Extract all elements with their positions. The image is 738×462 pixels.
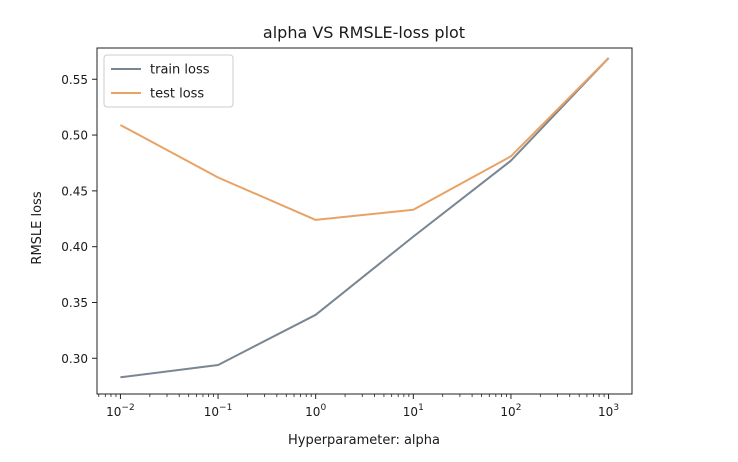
y-tick-label: 0.40	[61, 240, 88, 254]
x-axis-ticks: 10−2 10−1 100 101 102 103	[98, 394, 619, 419]
series-line-test-loss	[119, 57, 610, 221]
x-tick-label: 100	[305, 403, 326, 419]
y-tick-label: 0.55	[61, 73, 88, 87]
legend-entry: test loss	[150, 87, 204, 102]
x-tick-label: 102	[500, 403, 521, 419]
x-axis-label: Hyperparameter: alpha	[288, 433, 440, 448]
x-tick-label: 101	[403, 403, 424, 419]
y-axis-label: RMSLE loss	[30, 191, 45, 264]
y-axis-ticks: 0.30 0.35 0.40 0.45 0.50 0.55	[61, 73, 97, 366]
legend-entry: train loss	[150, 63, 210, 78]
y-tick-label: 0.30	[61, 352, 88, 366]
y-tick-label: 0.50	[61, 129, 88, 143]
series-line-train-loss	[120, 57, 610, 379]
chart-title: alpha VS RMSLE-loss plot	[263, 23, 465, 42]
legend: train loss test loss	[103, 54, 234, 108]
y-tick-label: 0.35	[61, 296, 88, 310]
x-tick-label: 10−2	[106, 403, 135, 419]
plot-frame	[96, 47, 633, 395]
x-tick-label: 103	[598, 403, 619, 419]
x-tick-label: 10−1	[204, 403, 233, 419]
y-tick-label: 0.45	[61, 184, 88, 198]
plot-area	[96, 47, 633, 395]
